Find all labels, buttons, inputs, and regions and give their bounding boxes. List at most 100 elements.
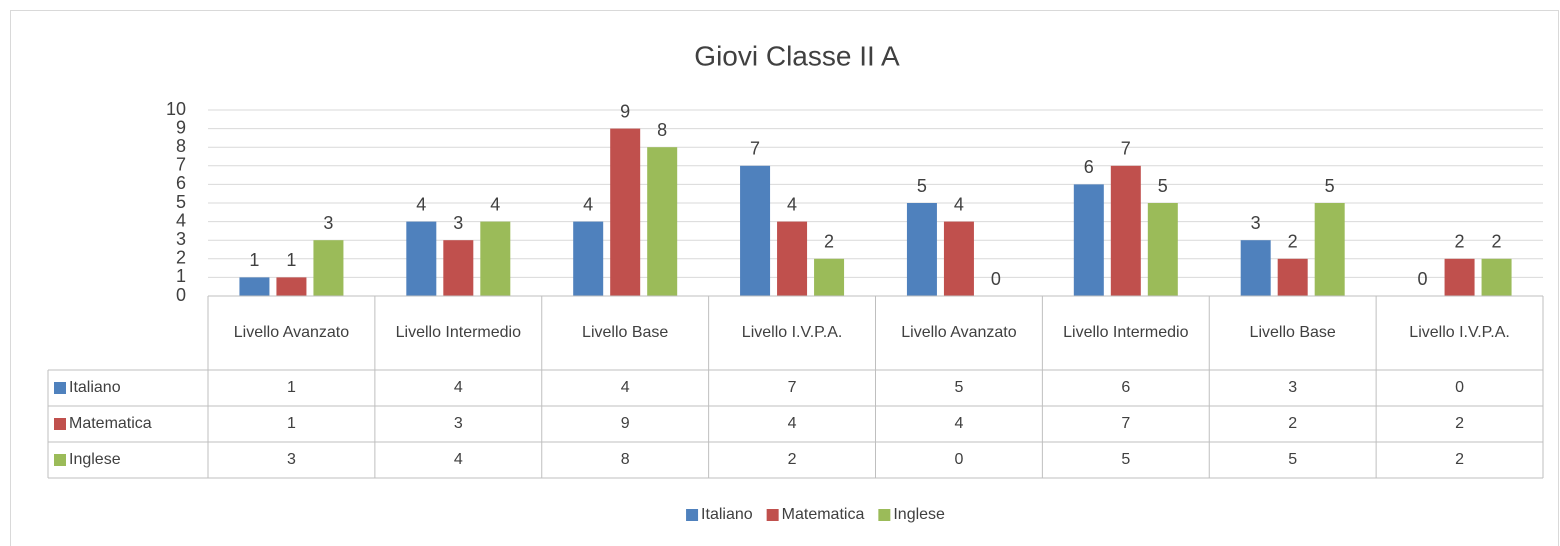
legend-label: Matematica — [782, 506, 865, 523]
table-value: 4 — [788, 415, 797, 432]
bar — [906, 203, 937, 296]
x-tick-label: Livello Avanzato — [234, 324, 349, 341]
table-value: 5 — [1121, 451, 1130, 468]
table-value: 2 — [1455, 451, 1464, 468]
bar — [573, 221, 604, 296]
bar — [239, 277, 270, 296]
data-label: 2 — [824, 232, 834, 252]
data-label: 4 — [583, 194, 593, 214]
bar — [647, 147, 678, 296]
table-value: 1 — [287, 379, 296, 396]
bar — [480, 221, 511, 296]
legend-label: Italiano — [701, 506, 753, 523]
table-value: 6 — [1121, 379, 1130, 396]
x-tick-label: Livello Intermedio — [396, 324, 522, 341]
bar — [276, 277, 307, 296]
table-value: 4 — [621, 379, 630, 396]
table-value: 3 — [454, 415, 463, 432]
bar — [1481, 258, 1512, 296]
legend-key — [54, 418, 66, 430]
x-tick-label: Livello Base — [1250, 324, 1336, 341]
table-value: 4 — [454, 379, 463, 396]
table-value: 4 — [954, 415, 963, 432]
y-tick-label: 6 — [176, 173, 186, 193]
data-label: 0 — [991, 269, 1001, 289]
table-series-name: Italiano — [69, 379, 121, 396]
table-value: 7 — [788, 379, 797, 396]
data-label: 5 — [1158, 176, 1168, 196]
y-tick-label: 3 — [176, 229, 186, 249]
x-tick-label: Livello Avanzato — [901, 324, 1016, 341]
table-value: 9 — [621, 415, 630, 432]
bar — [1073, 184, 1104, 296]
bar — [1147, 203, 1178, 296]
x-tick-label: Livello I.V.P.A. — [1409, 324, 1510, 341]
data-label: 2 — [1288, 232, 1298, 252]
chart-title: Giovi Classe II A — [694, 40, 900, 71]
legend-key — [766, 509, 779, 521]
y-tick-label: 8 — [176, 136, 186, 156]
table-value: 1 — [287, 415, 296, 432]
x-tick-label: Livello Intermedio — [1063, 324, 1189, 341]
y-tick-label: 10 — [166, 99, 186, 119]
legend-key — [54, 454, 66, 466]
bar — [1444, 258, 1475, 296]
data-label: 7 — [750, 139, 760, 159]
table-value: 0 — [954, 451, 963, 468]
y-tick-label: 9 — [176, 117, 186, 137]
data-label: 5 — [917, 176, 927, 196]
data-label: 4 — [416, 194, 426, 214]
table-value: 2 — [1288, 415, 1297, 432]
x-tick-label: Livello I.V.P.A. — [742, 324, 843, 341]
legend: Italiano Matematica Inglese — [686, 506, 945, 523]
y-tick-label: 7 — [176, 155, 186, 175]
data-label: 4 — [490, 194, 500, 214]
y-tick-label: 2 — [176, 248, 186, 268]
y-tick-label: 1 — [176, 266, 186, 286]
bar — [1314, 203, 1345, 296]
legend-key — [54, 382, 66, 394]
data-label: 8 — [657, 120, 667, 140]
table-series-name: Matematica — [69, 415, 152, 432]
bar — [943, 221, 974, 296]
data-label: 9 — [620, 101, 630, 121]
table-value: 7 — [1121, 415, 1130, 432]
bar — [1110, 165, 1141, 296]
bar — [777, 221, 808, 296]
data-label: 7 — [1121, 139, 1131, 159]
legend-label: Inglese — [893, 506, 945, 523]
data-label: 5 — [1325, 176, 1335, 196]
table-value: 5 — [1288, 451, 1297, 468]
data-label: 0 — [1418, 269, 1428, 289]
data-label: 1 — [249, 250, 259, 270]
bar — [1277, 258, 1308, 296]
data-label: 3 — [1251, 213, 1261, 233]
bar — [740, 165, 771, 296]
table-value: 3 — [1288, 379, 1297, 396]
data-label: 6 — [1084, 157, 1094, 177]
data-label: 4 — [787, 194, 797, 214]
bar — [1240, 240, 1271, 296]
table-value: 2 — [788, 451, 797, 468]
table-series-name: Inglese — [69, 451, 121, 468]
x-tick-label: Livello Base — [582, 324, 668, 341]
data-label: 2 — [1492, 232, 1502, 252]
y-tick-label: 5 — [176, 192, 186, 212]
data-label: 2 — [1455, 232, 1465, 252]
table-value: 5 — [954, 379, 963, 396]
data-label: 1 — [286, 250, 296, 270]
y-tick-label: 0 — [176, 285, 186, 305]
table-value: 8 — [621, 451, 630, 468]
bar — [443, 240, 474, 296]
table-value: 4 — [454, 451, 463, 468]
bar — [313, 240, 344, 296]
bar — [814, 258, 845, 296]
table-value: 0 — [1455, 379, 1464, 396]
table-value: 2 — [1455, 415, 1464, 432]
data-label: 3 — [323, 213, 333, 233]
data-label: 3 — [453, 213, 463, 233]
bar — [406, 221, 437, 296]
legend-key — [878, 509, 891, 521]
legend-key — [686, 509, 699, 521]
